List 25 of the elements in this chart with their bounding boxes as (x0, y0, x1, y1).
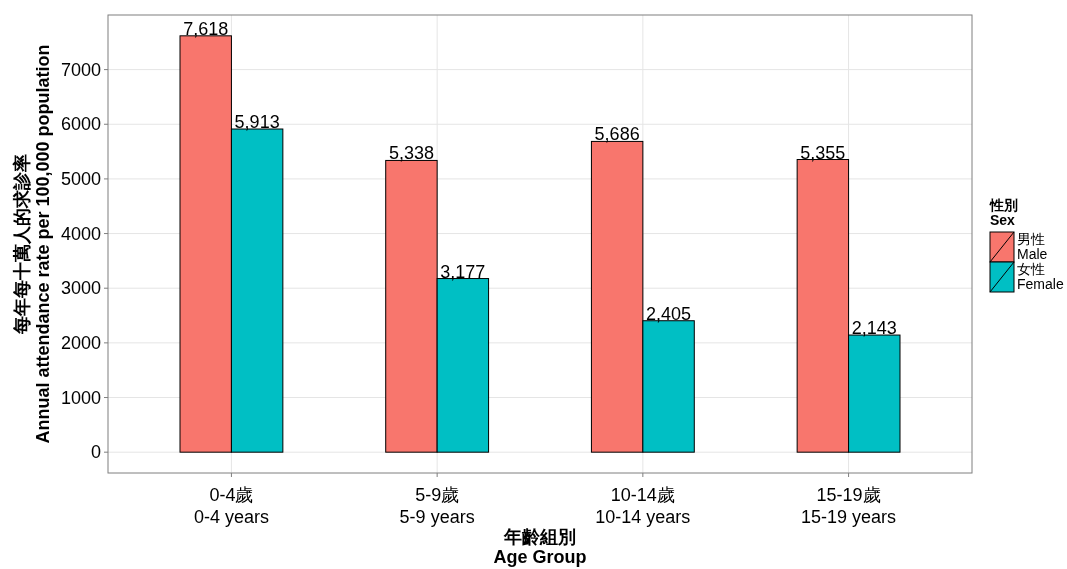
y-tick-label: 1000 (60, 387, 101, 408)
y-tick-label: 0 (90, 442, 101, 463)
y-tick-label: 7000 (60, 59, 101, 80)
data-label: 2,405 (646, 303, 692, 324)
x-tick-label: 0-4歲 0-4 years (193, 485, 269, 527)
legend-label: 女性 Female (1017, 261, 1064, 292)
y-tick-label: 5000 (60, 168, 101, 189)
data-label: 5,355 (800, 142, 846, 163)
data-label: 3,177 (440, 261, 486, 282)
y-tick-label: 3000 (60, 278, 101, 299)
data-label: 5,686 (594, 124, 640, 145)
y-tick-label: 4000 (60, 223, 101, 244)
y-tick-label: 6000 (60, 114, 101, 135)
y-tick-label: 2000 (60, 332, 101, 353)
legend-title: 性別 Sex (989, 197, 1018, 228)
x-tick-label: 15-19歲 15-19 years (801, 485, 897, 527)
data-label: 5,338 (388, 143, 434, 164)
y-axis-title: 每年每十萬人的求診率 Annual attendance rate per 100,000 population (12, 44, 53, 444)
x-tick-label: 10-14歲 10-14 years (595, 485, 691, 527)
x-axis-title: 年齡組別 Age Group (493, 527, 587, 567)
x-tick-label: 5-9歲 5-9 years (399, 485, 475, 527)
data-label: 5,913 (234, 112, 280, 133)
legend-label: 男性 Male (1017, 231, 1048, 262)
data-label: 7,618 (183, 18, 229, 39)
data-label: 2,143 (851, 318, 897, 339)
